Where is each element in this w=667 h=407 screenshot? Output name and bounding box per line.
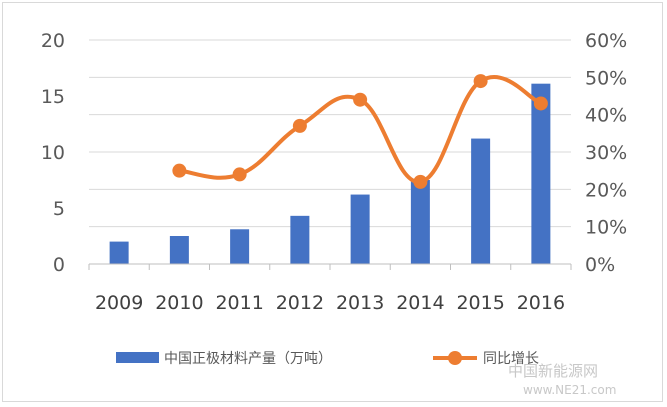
y-right-tick-label: 60% (585, 30, 627, 52)
legend-bar-swatch (116, 352, 159, 363)
bar (290, 215, 310, 264)
growth-point (533, 96, 548, 111)
growth-point (353, 92, 368, 107)
y-left-tick-label: 20 (41, 30, 65, 52)
growth-point (473, 74, 488, 89)
y-left-tick-label: 10 (41, 142, 65, 164)
watermark-url: www.NE21.com (523, 383, 616, 397)
y-left-tick-label: 15 (41, 86, 65, 108)
bar-series (109, 83, 551, 265)
bar (169, 236, 189, 264)
x-tick-label: 2015 (456, 292, 504, 314)
bar (230, 229, 250, 264)
bar (350, 194, 370, 264)
x-tick-label: 2013 (336, 292, 384, 314)
y-right-tick-label: 50% (585, 67, 627, 89)
chart-frame: 0 5 10 15 20 0% 10% 20% 30% 40% 50% 60% 2009 2010 2011… (2, 2, 663, 402)
y-left-tick-label: 5 (53, 198, 65, 220)
y-right-tick-label: 0% (585, 254, 615, 276)
watermark-text: 中国新能源网 (508, 362, 598, 380)
x-tick-label: 2009 (95, 292, 143, 314)
x-tick-label: 2014 (396, 292, 444, 314)
bar (471, 138, 491, 264)
x-tick-label: 2012 (276, 292, 324, 314)
x-tick-label: 2010 (155, 292, 203, 314)
axes: 0 5 10 15 20 0% 10% 20% 30% 40% 50% 60% 2009 2010 2011… (41, 30, 627, 314)
y-left-tick-label: 0 (53, 254, 65, 276)
bar (531, 83, 551, 265)
bar (109, 241, 129, 264)
growth-point (292, 118, 307, 133)
legend-bar-label: 中国正极材料产量（万吨） (164, 351, 332, 367)
x-tick-label: 2011 (215, 292, 263, 314)
legend-line-marker (448, 351, 462, 365)
growth-point (413, 174, 428, 189)
y-right-tick-label: 30% (585, 142, 627, 164)
legend-line-label: 同比增长 (483, 351, 539, 367)
legend: 中国正极材料产量（万吨） 同比增长 (116, 351, 539, 367)
y-right-tick-label: 20% (585, 179, 627, 201)
y-right-tick-label: 40% (585, 105, 627, 127)
bar (410, 180, 430, 264)
growth-point (172, 163, 187, 178)
line-series (172, 74, 548, 189)
growth-point (232, 167, 247, 182)
x-tick-label: 2016 (517, 292, 565, 314)
gridlines (89, 39, 571, 228)
watermark: 中国新能源网 www.NE21.com (508, 362, 616, 397)
y-right-tick-label: 10% (585, 217, 627, 239)
chart-svg: 0 5 10 15 20 0% 10% 20% 30% 40% 50% 60% 2009 2010 2011… (41, 30, 627, 397)
